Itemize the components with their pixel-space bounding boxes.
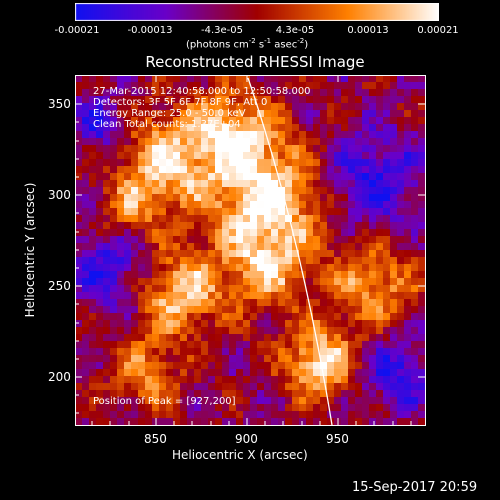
rhessi-image <box>75 75 425 425</box>
plot-title: Reconstructed RHESSI Image <box>145 53 365 71</box>
colorbar-tick-4: 4.3e-05 <box>275 25 315 36</box>
colorbar-tick-6: 0.00021 <box>417 25 459 36</box>
colorbar-tick-1: -0.00021 <box>54 25 100 36</box>
y-tick-label-300: 300 <box>48 188 71 202</box>
info-energy-range: Energy Range: 25.0 - 50.0 keV <box>93 108 246 119</box>
colorbar-tick-5: 0.00013 <box>347 25 389 36</box>
info-detectors: Detectors: 3F 5F 6F 7F 8F 9F, Att 0 <box>93 97 268 108</box>
x-axis-ticks <box>91 75 412 425</box>
y-axis-ticks <box>75 103 425 414</box>
x-tick-label-900: 900 <box>235 432 258 446</box>
info-clean-counts: Clean Total counts: 1.37E+04 <box>93 119 241 130</box>
colorbar-tick-3: -4.3e-05 <box>201 25 243 36</box>
y-tick-label-250: 250 <box>48 279 71 293</box>
info-time-range: 27-Mar-2015 12:40:58.000 to 12:50:58.000 <box>93 86 311 97</box>
colorbar-tick-2: -0.00013 <box>127 25 173 36</box>
footer-timestamp: 15-Sep-2017 20:59 <box>352 480 478 495</box>
x-axis-label: Heliocentric X (arcsec) <box>172 448 308 462</box>
solar-limb-line <box>247 77 333 426</box>
y-axis-label: Heliocentric Y (arcsec) <box>23 182 37 318</box>
x-tick-label-850: 850 <box>144 432 167 446</box>
y-tick-label-350: 350 <box>48 97 71 111</box>
x-tick-label-950: 950 <box>326 432 349 446</box>
colorbar-unit-label: (photons cm-2 s-1 asec-2) <box>186 37 309 51</box>
peak-position-label: Position of Peak = [927,200] <box>93 396 236 407</box>
y-tick-label-200: 200 <box>48 370 71 384</box>
colorbar-gradient <box>75 3 439 21</box>
